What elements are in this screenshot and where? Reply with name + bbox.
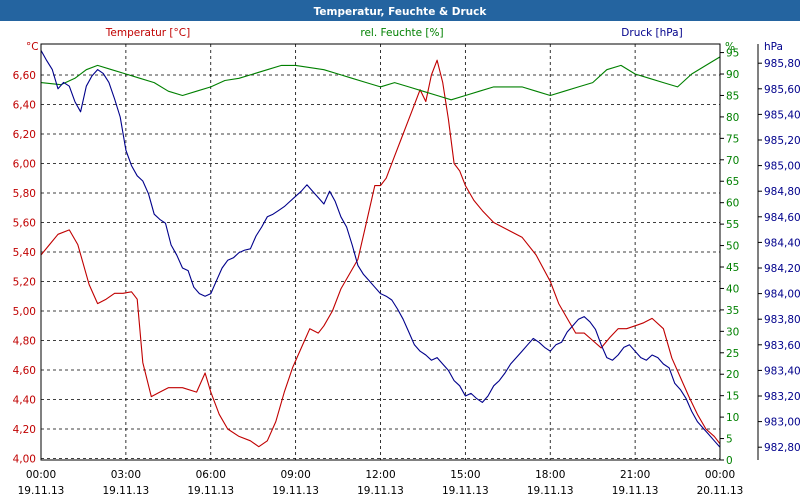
x-tick-time: 03:00 [111, 469, 141, 481]
humidity-tick-label: 75 [726, 133, 739, 145]
humidity-tick-label: 20 [726, 369, 739, 381]
pressure-tick-label: 985,40 [764, 109, 800, 121]
x-tick-date: 20.11.13 [697, 485, 744, 497]
x-tick-time: 09:00 [280, 469, 310, 481]
temperature-tick-label: 6,60 [13, 70, 36, 82]
humidity-tick-label: 15 [726, 391, 739, 403]
temperature-tick-label: 5,00 [13, 306, 36, 318]
humidity-unit: % [725, 41, 735, 53]
pressure-tick-label: 983,80 [764, 314, 800, 326]
x-tick-date: 19.11.13 [187, 485, 234, 497]
x-tick-time: 18:00 [535, 469, 565, 481]
x-tick-date: 19.11.13 [102, 485, 149, 497]
title-bar [0, 0, 800, 21]
pressure-unit: hPa [764, 41, 783, 53]
humidity-tick-label: 40 [726, 283, 739, 295]
humidity-tick-label: 0 [726, 455, 733, 467]
humidity-tick-label: 65 [726, 176, 739, 188]
humidity-tick-label: 50 [726, 241, 739, 253]
temperature-tick-label: 5,40 [13, 247, 36, 259]
humidity-tick-label: 85 [726, 90, 739, 102]
chart-title: Temperatur, Feuchte & Druck [314, 6, 488, 18]
humidity-tick-label: 25 [726, 348, 739, 360]
humidity-tick-label: 60 [726, 198, 739, 210]
temperature-tick-label: 4,00 [13, 454, 36, 466]
humidity-tick-label: 35 [726, 305, 739, 317]
pressure-tick-label: 984,20 [764, 263, 800, 275]
pressure-tick-label: 985,80 [764, 58, 800, 70]
x-tick-time: 06:00 [196, 469, 226, 481]
humidity-axis-title: rel. Feuchte [%] [360, 27, 443, 39]
pressure-tick-label: 982,80 [764, 442, 800, 454]
pressure-tick-label: 985,00 [764, 161, 800, 173]
temperature-tick-label: 4,80 [13, 336, 36, 348]
x-tick-date: 19.11.13 [527, 485, 574, 497]
temperature-tick-label: 5,60 [13, 217, 36, 229]
pressure-tick-label: 984,40 [764, 237, 800, 249]
series-lines [40, 50, 721, 448]
pressure-axis-title: Druck [hPa] [621, 27, 682, 39]
x-tick-date: 19.11.13 [357, 485, 404, 497]
pressure-tick-label: 985,20 [764, 135, 800, 147]
x-tick-time: 15:00 [450, 469, 480, 481]
temperature-tick-label: 6,40 [13, 99, 36, 111]
x-tick-date: 19.11.13 [272, 485, 319, 497]
x-ticks: 00:00 19.11.13 03:00 19.11.13 06:00 19.11.13 0… [18, 469, 744, 497]
x-tick-date: 19.11.13 [442, 485, 489, 497]
series-line-pressure [40, 50, 721, 448]
pressure-tick-label: 984,60 [764, 212, 800, 224]
pressure-tick-label: 985,60 [764, 84, 800, 96]
pressure-tick-label: 984,80 [764, 186, 800, 198]
x-tick-time: 21:00 [620, 469, 650, 481]
x-tick-date: 19.11.13 [612, 485, 659, 497]
x-tick-time: 00:00 [26, 469, 56, 481]
humidity-tick-label: 90 [726, 69, 739, 81]
pressure-tick-label: 983,40 [764, 365, 800, 377]
temperature-tick-label: 6,00 [13, 158, 36, 170]
humidity-tick-label: 80 [726, 112, 739, 124]
x-tick-date: 19.11.13 [18, 485, 65, 497]
pressure-tick-label: 983,00 [764, 417, 800, 429]
x-tick-time: 00:00 [705, 469, 735, 481]
temperature-tick-label: 4,20 [13, 424, 36, 436]
humidity-tick-label: 10 [726, 412, 739, 424]
series-line-temperature [40, 59, 721, 448]
series-line-humidity [40, 56, 721, 101]
temperature-axis-title: Temperatur [°C] [105, 27, 190, 39]
pressure-ticks: 982,80 983,00 983,20 983,40 983,60 983,80 984,… [757, 44, 800, 460]
pressure-tick-label: 984,00 [764, 289, 800, 301]
temperature-tick-label: 4,60 [13, 365, 36, 377]
x-tick-time: 12:00 [365, 469, 395, 481]
humidity-tick-label: 70 [726, 155, 739, 167]
temperature-tick-label: 5,20 [13, 277, 36, 289]
humidity-tick-label: 45 [726, 262, 739, 274]
humidity-tick-label: 5 [726, 434, 733, 446]
humidity-ticks: 0 5 10 15 20 25 30 35 40 45 50 55 60 65 70 75 80 85 90 95 [720, 48, 739, 467]
temperature-unit: °C [26, 41, 39, 53]
humidity-tick-label: 95 [726, 48, 739, 60]
humidity-tick-label: 30 [726, 326, 739, 338]
pressure-tick-label: 983,20 [764, 391, 800, 403]
humidity-tick-label: 55 [726, 219, 739, 231]
temperature-ticks: 4,00 4,20 4,40 4,60 4,80 5,00 5,20 5,40 5,60 5,80… [13, 70, 36, 466]
temperature-tick-label: 4,40 [13, 395, 36, 407]
plot-frame [40, 43, 721, 461]
temperature-tick-label: 5,80 [13, 188, 36, 200]
pressure-tick-label: 983,60 [764, 340, 800, 352]
temperature-tick-label: 6,20 [13, 129, 36, 141]
